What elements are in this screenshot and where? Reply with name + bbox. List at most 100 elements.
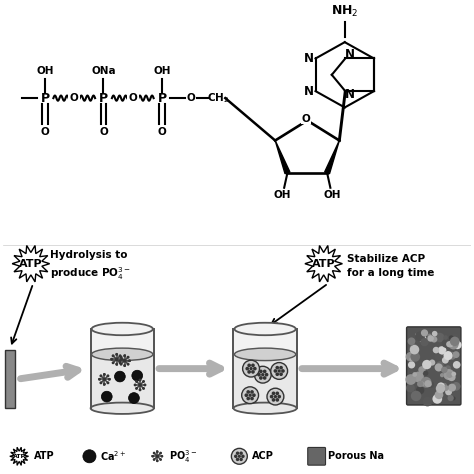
Circle shape	[428, 335, 434, 342]
Circle shape	[421, 329, 428, 337]
Circle shape	[411, 345, 416, 349]
Circle shape	[255, 366, 271, 383]
Circle shape	[264, 373, 268, 376]
Circle shape	[246, 397, 250, 401]
Circle shape	[123, 364, 126, 367]
Circle shape	[417, 381, 423, 387]
Circle shape	[410, 344, 418, 352]
Circle shape	[273, 395, 277, 398]
Circle shape	[272, 398, 275, 402]
Circle shape	[259, 370, 263, 373]
Bar	[234, 329, 296, 355]
Circle shape	[110, 358, 113, 361]
Circle shape	[445, 389, 452, 395]
Circle shape	[447, 395, 454, 401]
Circle shape	[156, 450, 159, 453]
Circle shape	[155, 455, 159, 458]
Circle shape	[236, 457, 239, 461]
Polygon shape	[10, 447, 28, 465]
Text: ATP: ATP	[13, 454, 26, 459]
Circle shape	[405, 374, 416, 385]
Ellipse shape	[91, 348, 153, 361]
Circle shape	[123, 355, 126, 357]
Circle shape	[432, 394, 442, 404]
Circle shape	[247, 364, 251, 367]
Circle shape	[251, 370, 255, 374]
Circle shape	[245, 393, 248, 397]
Circle shape	[440, 373, 444, 377]
Text: N: N	[345, 48, 355, 61]
Circle shape	[236, 451, 239, 455]
Text: ATP: ATP	[34, 451, 55, 461]
Circle shape	[447, 372, 453, 378]
Text: O: O	[70, 93, 79, 103]
Circle shape	[446, 341, 452, 347]
Circle shape	[448, 352, 456, 360]
Circle shape	[447, 373, 456, 381]
Circle shape	[433, 347, 439, 353]
Circle shape	[418, 366, 426, 374]
Circle shape	[161, 455, 164, 458]
Circle shape	[415, 331, 425, 341]
Circle shape	[436, 384, 445, 393]
Circle shape	[410, 345, 419, 355]
Text: CH$_2$: CH$_2$	[207, 91, 229, 105]
Circle shape	[135, 380, 138, 383]
Circle shape	[83, 450, 96, 463]
Circle shape	[423, 371, 428, 376]
Circle shape	[135, 387, 138, 390]
Text: P: P	[157, 91, 167, 105]
Circle shape	[408, 337, 415, 345]
Circle shape	[241, 455, 245, 458]
Circle shape	[234, 455, 237, 458]
Circle shape	[428, 334, 432, 338]
Circle shape	[115, 363, 118, 365]
Circle shape	[420, 377, 431, 388]
FancyBboxPatch shape	[407, 327, 461, 405]
Circle shape	[428, 383, 431, 387]
Circle shape	[442, 357, 449, 364]
Polygon shape	[12, 246, 50, 282]
Circle shape	[432, 331, 438, 337]
Circle shape	[431, 336, 438, 343]
Text: Ca$^{2+}$: Ca$^{2+}$	[100, 449, 126, 463]
Circle shape	[270, 395, 273, 399]
Bar	[234, 329, 297, 408]
Circle shape	[272, 392, 275, 395]
Circle shape	[436, 361, 444, 369]
Circle shape	[444, 351, 453, 360]
Circle shape	[238, 455, 241, 458]
Polygon shape	[325, 140, 339, 174]
Text: N: N	[345, 88, 355, 101]
Circle shape	[445, 365, 451, 371]
Circle shape	[452, 382, 461, 391]
Circle shape	[438, 346, 447, 355]
Bar	[91, 329, 154, 355]
Circle shape	[115, 357, 118, 361]
Ellipse shape	[91, 402, 154, 414]
Circle shape	[252, 393, 256, 397]
Circle shape	[277, 395, 281, 399]
Circle shape	[231, 448, 247, 464]
Circle shape	[112, 361, 115, 364]
Circle shape	[435, 364, 443, 372]
Circle shape	[156, 459, 159, 462]
Ellipse shape	[91, 323, 153, 335]
Circle shape	[419, 335, 427, 343]
Text: P: P	[40, 91, 49, 105]
Text: N: N	[304, 85, 314, 98]
Circle shape	[246, 367, 249, 371]
Circle shape	[415, 333, 419, 337]
Ellipse shape	[235, 348, 296, 361]
Circle shape	[153, 458, 155, 461]
Bar	[91, 329, 154, 408]
Circle shape	[429, 359, 435, 365]
Circle shape	[452, 396, 456, 401]
Circle shape	[259, 376, 263, 380]
Text: ATP: ATP	[19, 259, 43, 269]
Circle shape	[275, 398, 279, 402]
Circle shape	[442, 383, 447, 388]
Circle shape	[144, 383, 146, 386]
Circle shape	[449, 335, 454, 340]
Circle shape	[108, 378, 111, 381]
